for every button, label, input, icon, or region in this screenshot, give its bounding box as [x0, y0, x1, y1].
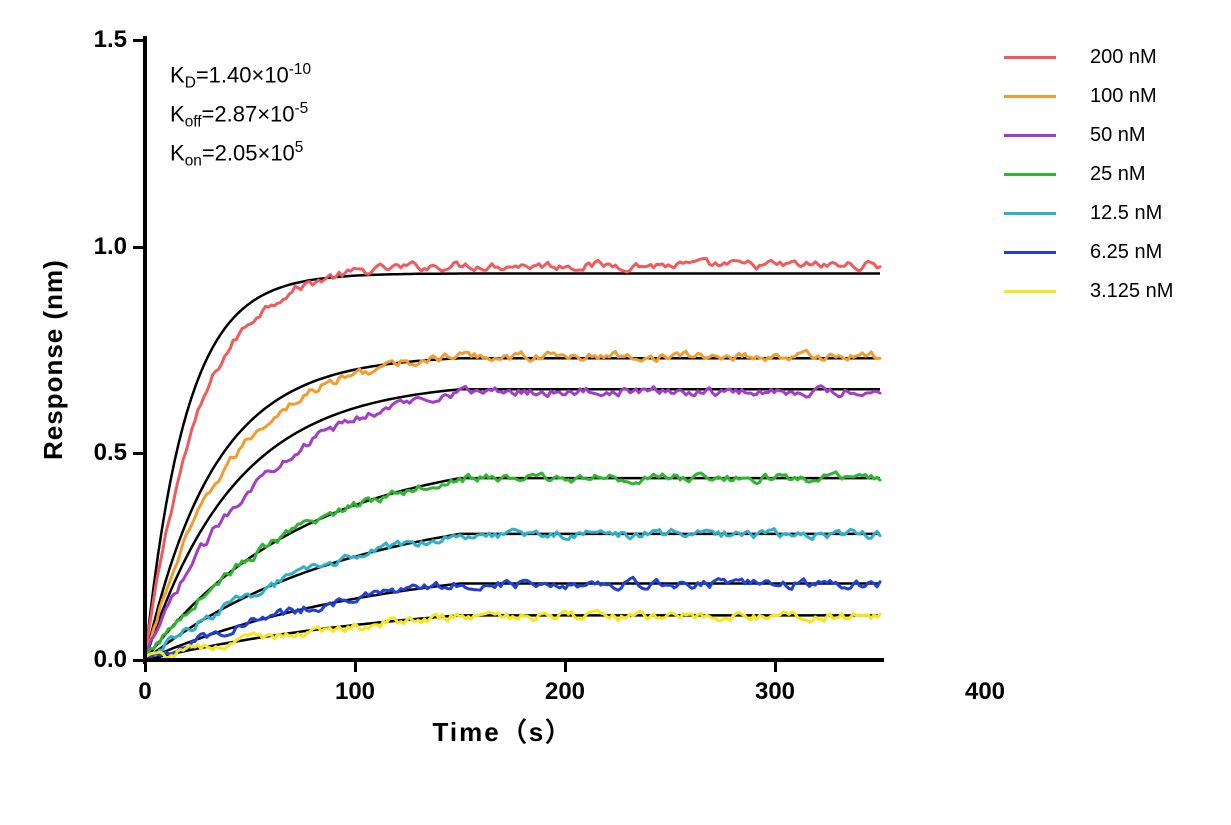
- y-tick: [133, 39, 145, 42]
- legend-swatch: [1004, 212, 1056, 215]
- fit-line: [145, 274, 880, 661]
- series-line: [145, 259, 880, 659]
- kon-value: =2.05×10: [202, 140, 295, 165]
- legend-label: 50 nM: [1090, 124, 1146, 147]
- series-line: [145, 610, 880, 658]
- legend-label: 200 nM: [1090, 46, 1157, 69]
- legend-label: 6.25 nM: [1090, 241, 1162, 264]
- legend-item: 50 nM: [1004, 124, 1173, 147]
- legend-label: 12.5 nM: [1090, 202, 1162, 225]
- legend-item: 6.25 nM: [1004, 241, 1173, 264]
- kon-symbol: K: [170, 140, 185, 165]
- legend-item: 3.125 nM: [1004, 280, 1173, 303]
- y-tick-label: 1.0: [67, 233, 127, 261]
- series-line: [145, 350, 880, 659]
- x-tick-label: 100: [315, 678, 395, 706]
- kinetics-annotation: KD=1.40×10-10 Koff=2.87×10-5 Kon=2.05×10…: [170, 58, 311, 174]
- koff-symbol: K: [170, 101, 185, 126]
- x-axis: [143, 658, 884, 662]
- x-tick: [564, 660, 567, 672]
- legend-label: 100 nM: [1090, 85, 1157, 108]
- y-tick-label: 0.5: [67, 439, 127, 467]
- y-axis: [143, 36, 147, 664]
- legend-swatch: [1004, 95, 1056, 98]
- x-tick: [774, 660, 777, 672]
- kon-exp: 5: [295, 139, 304, 156]
- y-axis-label: Response (nm): [38, 259, 69, 460]
- legend-item: 100 nM: [1004, 85, 1173, 108]
- x-tick-label: 200: [525, 678, 605, 706]
- kd-row: KD=1.40×10-10: [170, 58, 311, 95]
- x-tick: [354, 660, 357, 672]
- x-tick-label: 400: [945, 678, 1025, 706]
- y-tick: [133, 659, 145, 662]
- legend-label: 25 nM: [1090, 163, 1146, 186]
- series-line: [145, 472, 880, 659]
- x-tick-label: 300: [735, 678, 815, 706]
- legend: 200 nM 100 nM 50 nM 25 nM 12.5 nM 6.25 nM 3.12…: [1004, 46, 1173, 319]
- kd-value: =1.40×10: [196, 62, 289, 87]
- kd-symbol: K: [170, 62, 185, 87]
- kon-row: Kon=2.05×105: [170, 136, 311, 173]
- kd-exp: -10: [289, 61, 311, 78]
- koff-row: Koff=2.87×10-5: [170, 97, 311, 134]
- y-tick: [133, 246, 145, 249]
- koff-value: =2.87×10: [202, 101, 295, 126]
- y-tick-label: 1.5: [67, 26, 127, 54]
- legend-swatch: [1004, 56, 1056, 59]
- legend-swatch: [1004, 173, 1056, 176]
- y-tick: [133, 452, 145, 455]
- kon-sub: on: [185, 152, 202, 169]
- koff-sub: off: [185, 114, 202, 131]
- x-axis-label: Time（s）: [433, 712, 574, 749]
- kd-sub: D: [185, 75, 196, 92]
- y-tick-label: 0.0: [67, 646, 127, 674]
- figure: 0 100 200 300 400 0.0 0.5 1.0 1.5 Time（s） Respo…: [0, 0, 1231, 825]
- legend-swatch: [1004, 290, 1056, 293]
- legend-label: 3.125 nM: [1090, 280, 1173, 303]
- legend-swatch: [1004, 134, 1056, 137]
- legend-item: 25 nM: [1004, 163, 1173, 186]
- legend-swatch: [1004, 251, 1056, 254]
- koff-exp: -5: [295, 100, 309, 117]
- legend-item: 12.5 nM: [1004, 202, 1173, 225]
- legend-item: 200 nM: [1004, 46, 1173, 69]
- x-tick-label: 0: [105, 678, 185, 706]
